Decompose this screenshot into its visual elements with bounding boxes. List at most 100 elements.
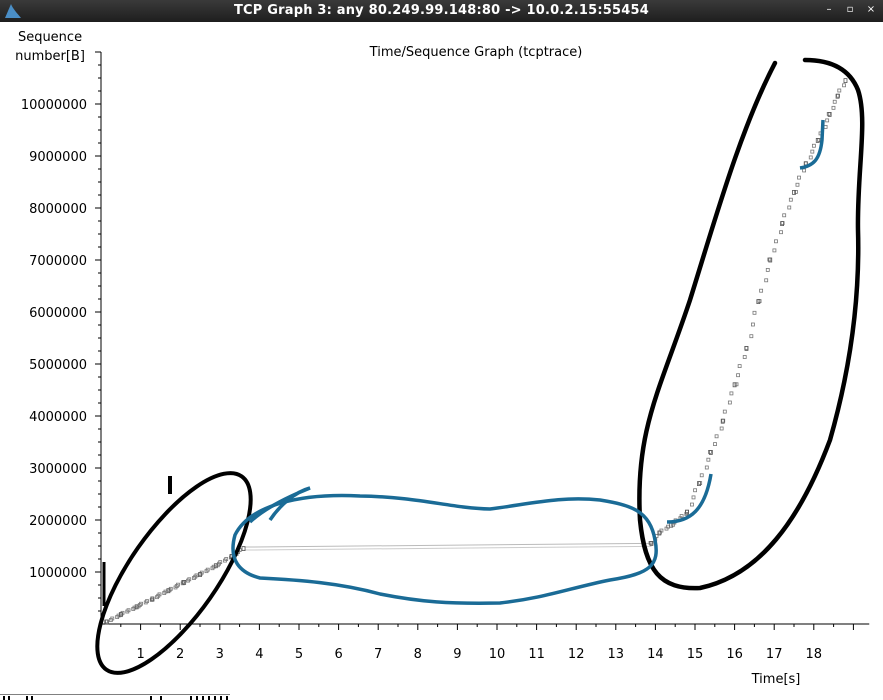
segment-mark <box>734 382 739 387</box>
segment-mark <box>826 112 831 116</box>
segment-mark <box>797 175 801 180</box>
segment-mark <box>126 608 131 613</box>
segment-mark <box>659 528 664 533</box>
segment-mark <box>679 514 684 518</box>
y-tick-label: 3000000 <box>29 462 87 477</box>
x-tick-label: 10 <box>489 647 506 662</box>
segment-mark <box>802 168 807 173</box>
segment-mark <box>831 105 836 110</box>
data-point <box>198 572 202 577</box>
segment-mark <box>176 582 180 587</box>
segment-mark <box>714 434 719 439</box>
segment-mark <box>699 473 704 478</box>
freehand-stroke-top <box>799 119 825 170</box>
segment-mark <box>691 495 696 500</box>
y-tick-label: 8000000 <box>29 202 87 217</box>
freehand-annotations <box>95 57 865 675</box>
segment-mark <box>729 391 734 396</box>
x-tick-label: 2 <box>176 647 184 662</box>
chart-title: Time/Sequence Graph (tcptrace) <box>369 45 583 60</box>
data-point <box>732 382 737 388</box>
x-tick-label: 13 <box>608 647 625 662</box>
segment-mark <box>224 557 229 561</box>
y-axis-label: Sequence number[B] <box>10 28 90 66</box>
x-tick-label: 16 <box>726 647 743 662</box>
segment-mark <box>795 182 800 187</box>
data-point <box>792 189 796 195</box>
segment-mark <box>787 205 792 210</box>
data-point <box>118 612 123 618</box>
window-title: TCP Graph 3: any 80.249.99.148:80 -> 10.… <box>233 3 649 18</box>
data-series <box>104 78 848 625</box>
x-tick-label: 9 <box>453 647 461 662</box>
data-point <box>843 78 848 83</box>
y-tick-label: 7000000 <box>29 254 87 269</box>
data-point <box>150 596 155 602</box>
y-axis-label-line1: Sequence <box>17 30 83 45</box>
y-tick-label: 4000000 <box>29 410 87 425</box>
axes: 1000000 2000000 3000000 4000000 5000000 60000… <box>21 51 870 662</box>
maximize-button[interactable]: ▫ <box>846 4 854 15</box>
data-point <box>213 563 218 569</box>
segment-mark <box>205 567 210 572</box>
x-tick-label: 3 <box>216 647 224 662</box>
x-tick-label: 5 <box>295 647 303 662</box>
data-point <box>669 522 674 528</box>
close-button[interactable]: × <box>866 4 876 15</box>
segment-mark <box>704 465 709 470</box>
x-tick-label: 4 <box>255 647 263 662</box>
segment-mark <box>742 355 747 359</box>
x-axis-label: Time[s] <box>751 672 801 687</box>
segment-mark <box>752 310 757 315</box>
data-point <box>685 509 689 515</box>
data-point <box>827 112 832 117</box>
minimize-button[interactable]: – <box>826 4 832 15</box>
x-tick-label: 17 <box>766 647 783 662</box>
freehand-outline-fast-phase <box>637 57 865 591</box>
title-bar[interactable]: TCP Graph 3: any 80.249.99.148:80 -> 10.… <box>0 0 883 22</box>
segment-mark <box>767 257 772 262</box>
segment-mark <box>693 488 697 493</box>
segment-mark <box>782 213 787 218</box>
segment-mark <box>837 88 842 93</box>
segment-mark <box>749 334 754 339</box>
data-point <box>105 619 109 625</box>
x-tick-label: 1 <box>136 647 144 662</box>
segment-mark <box>779 230 783 235</box>
segment-mark <box>139 601 143 606</box>
segment-mark <box>211 564 216 569</box>
segment-mark <box>810 149 815 154</box>
segment-mark <box>727 400 732 405</box>
segment-mark <box>713 442 717 447</box>
segment-mark <box>648 541 653 545</box>
data-point <box>780 221 785 227</box>
segment-mark <box>187 577 192 582</box>
retransmission-gap-line-lower <box>243 545 652 551</box>
y-tick-label: 5000000 <box>29 358 87 373</box>
segment-mark <box>719 426 724 431</box>
segment-mark <box>104 619 108 624</box>
segment-mark <box>218 560 223 565</box>
data-point <box>166 588 171 594</box>
segment-mark <box>708 449 712 454</box>
segment-mark <box>737 364 742 369</box>
y-axis-label-line2: number[B] <box>15 49 85 64</box>
segment-mark <box>110 616 115 621</box>
y-tick-label: 10000000 <box>21 98 87 113</box>
segment-mark <box>764 278 769 283</box>
freehand-loop <box>248 486 311 524</box>
segment-mark <box>690 502 694 507</box>
segment-mark <box>832 99 837 104</box>
segment-mark <box>774 239 778 244</box>
y-tick-label: 2000000 <box>29 514 87 529</box>
segment-mark <box>145 599 149 604</box>
data-point <box>697 481 701 487</box>
x-tick-label: 18 <box>806 647 823 662</box>
segment-mark <box>825 118 830 123</box>
segment-mark <box>722 409 727 414</box>
data-point <box>649 541 654 546</box>
data-point <box>657 530 662 536</box>
data-point <box>708 449 713 455</box>
segment-mark <box>194 573 199 578</box>
